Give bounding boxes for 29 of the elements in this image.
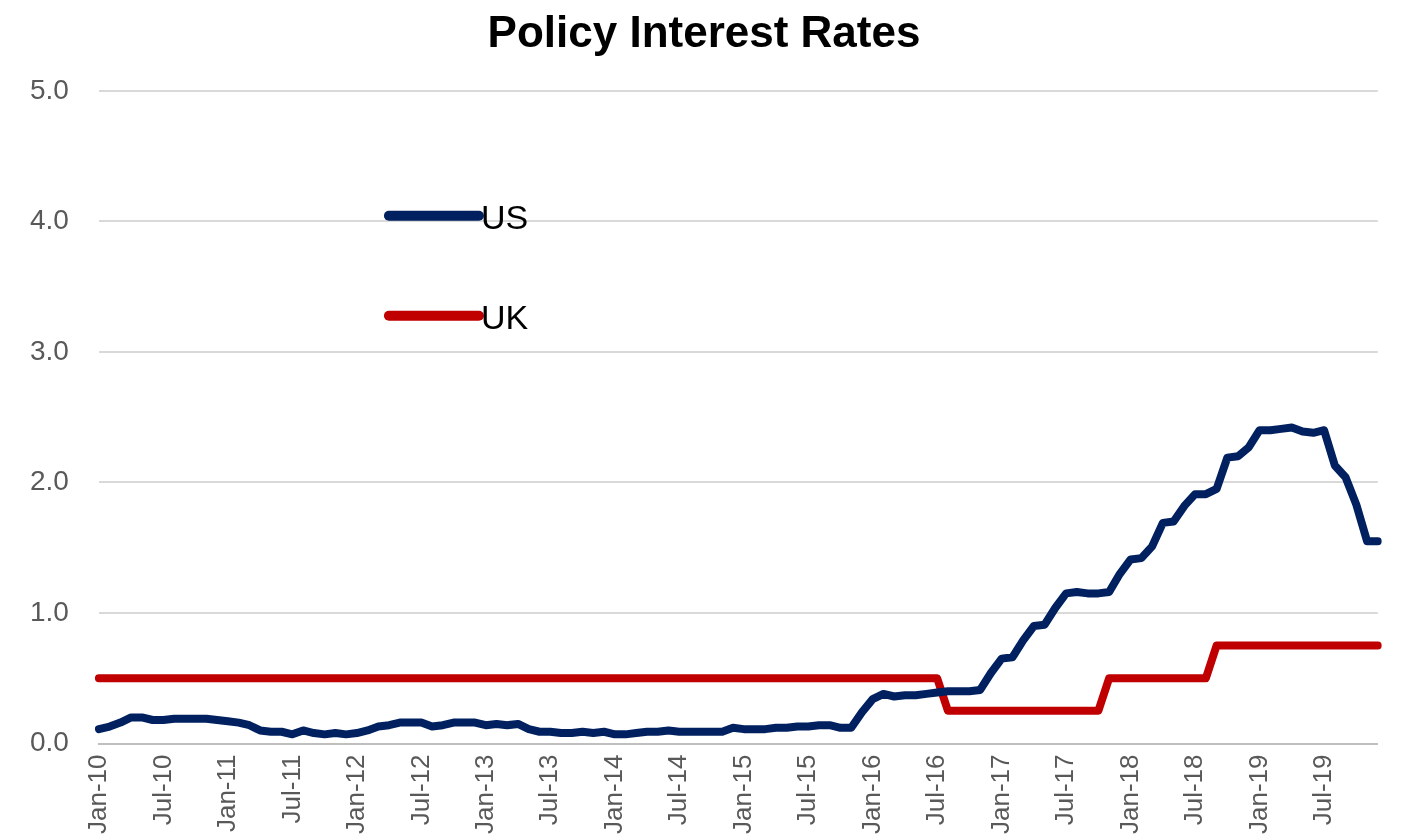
y-tick-label: 3.0 <box>29 334 69 366</box>
legend-label: UK <box>480 298 529 337</box>
y-tick-label: 1.0 <box>29 595 69 627</box>
legend-label: US <box>480 198 529 237</box>
x-tick-label: Jan-17 <box>984 754 1015 834</box>
x-tick-label: Jan-12 <box>340 754 371 834</box>
x-tick-label: Jan-16 <box>855 754 886 834</box>
chart-title: Policy Interest Rates <box>487 6 921 56</box>
y-tick-label: 0.0 <box>29 726 69 758</box>
x-tick-label: Jul-14 <box>662 754 693 826</box>
x-tick-label: Jul-10 <box>146 754 177 826</box>
x-tick-label: Jan-10 <box>82 754 113 834</box>
x-tick-label: Jul-16 <box>920 754 951 826</box>
y-tick-label: 5.0 <box>29 73 69 105</box>
x-tick-label: Jul-13 <box>533 754 564 826</box>
x-tick-label: Jul-18 <box>1178 754 1209 826</box>
x-tick-label: Jan-19 <box>1242 754 1273 834</box>
x-tick-label: Jul-19 <box>1307 754 1338 826</box>
x-tick-label: Jul-11 <box>275 754 306 824</box>
y-tick-label: 2.0 <box>29 465 69 497</box>
x-tick-label: Jan-14 <box>597 754 628 834</box>
x-tick-label: Jan-18 <box>1113 754 1144 834</box>
y-tick-label: 4.0 <box>29 204 69 236</box>
x-tick-label: Jan-13 <box>468 754 499 834</box>
x-tick-label: Jul-12 <box>404 754 435 826</box>
x-tick-label: Jan-15 <box>726 754 757 834</box>
x-tick-label: Jul-15 <box>791 754 822 826</box>
x-tick-label: Jul-17 <box>1049 754 1080 826</box>
x-tick-label: Jan-11 <box>211 754 242 833</box>
